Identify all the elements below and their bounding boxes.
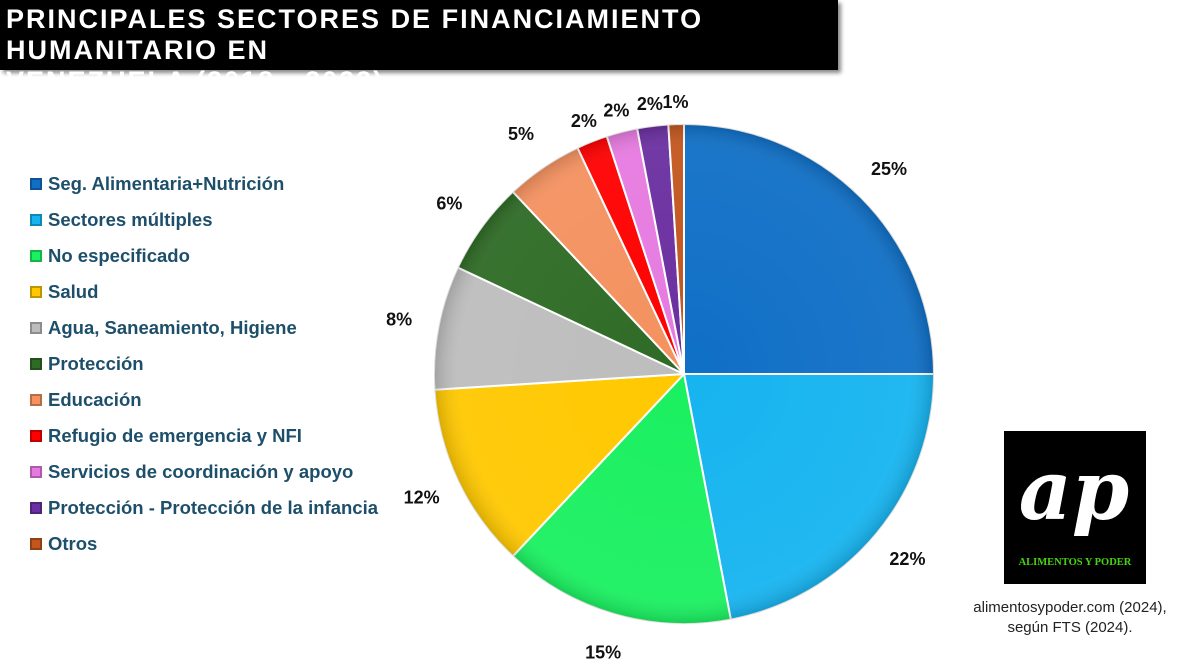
legend-label: Otros [48, 533, 98, 554]
legend-swatch [30, 214, 42, 226]
legend-label: Sectores múltiples [48, 209, 213, 230]
source-line-1: alimentosypoder.com (2024), [973, 599, 1167, 616]
data-label: 5% [508, 124, 534, 144]
legend-swatch [30, 538, 42, 550]
legend-item: Servicios de coordinación y apoyo [30, 454, 378, 490]
data-label: 15% [585, 642, 621, 661]
legend-item: Salud [30, 274, 378, 310]
data-label: 2% [637, 94, 663, 114]
source-note: alimentosypoder.com (2024), según FTS (2… [950, 598, 1190, 638]
legend-swatch [30, 430, 42, 442]
legend-label: Servicios de coordinación y apoyo [48, 461, 354, 482]
title-line-1: PRINCIPALES SECTORES DE FINANCIAMIENTO H… [6, 4, 704, 65]
data-label: 25% [871, 159, 907, 179]
legend-label: Refugio de emergencia y NFI [48, 425, 302, 446]
data-label: 8% [386, 310, 412, 330]
legend-item: Educación [30, 382, 378, 418]
legend-item: Protección - Protección de la infancia [30, 490, 378, 526]
legend-swatch [30, 466, 42, 478]
legend-item: Seg. Alimentaria+Nutrición [30, 166, 378, 202]
chart-title: PRINCIPALES SECTORES DE FINANCIAMIENTO H… [0, 0, 838, 96]
logo-name: ALIMENTOS Y PODER [1018, 557, 1132, 568]
legend-swatch [30, 322, 42, 334]
legend-label: Seg. Alimentaria+Nutrición [48, 173, 285, 194]
legend-item: Refugio de emergencia y NFI [30, 418, 378, 454]
legend-swatch [30, 358, 42, 370]
source-line-2: según FTS (2024). [1007, 619, 1133, 636]
data-label: 1% [662, 92, 688, 112]
legend: Seg. Alimentaria+Nutrición Sectores múlti… [30, 166, 378, 562]
legend-swatch [30, 250, 42, 262]
legend-label: Salud [48, 281, 99, 302]
data-label: 6% [436, 194, 462, 214]
legend-item: Protección [30, 346, 378, 382]
title-line-2: VENEZUELA (2018 - 2023) [6, 66, 385, 96]
data-label: 2% [603, 101, 629, 121]
ap-monogram-icon: ap [1019, 443, 1129, 539]
data-label: 22% [889, 549, 925, 569]
legend-label: Protección - Protección de la infancia [48, 497, 379, 518]
data-label: 12% [404, 487, 440, 507]
legend-swatch [30, 502, 42, 514]
legend-swatch [30, 178, 42, 190]
legend-item: Otros [30, 526, 378, 562]
legend-label: Educación [48, 389, 142, 410]
legend-label: No especificado [48, 245, 190, 266]
legend-item: No especificado [30, 238, 378, 274]
legend-label: Protección [48, 353, 144, 374]
legend-swatch [30, 286, 42, 298]
legend-item: Sectores múltiples [30, 202, 378, 238]
alimentos-y-poder-logo: ap ALIMENTOS Y PODER [1004, 431, 1146, 584]
legend-item: Agua, Saneamiento, Higiene [30, 310, 378, 346]
legend-swatch [30, 394, 42, 406]
svg-text:ap: ap [1019, 443, 1129, 539]
data-label: 2% [571, 111, 597, 131]
legend-label: Agua, Saneamiento, Higiene [48, 317, 297, 338]
